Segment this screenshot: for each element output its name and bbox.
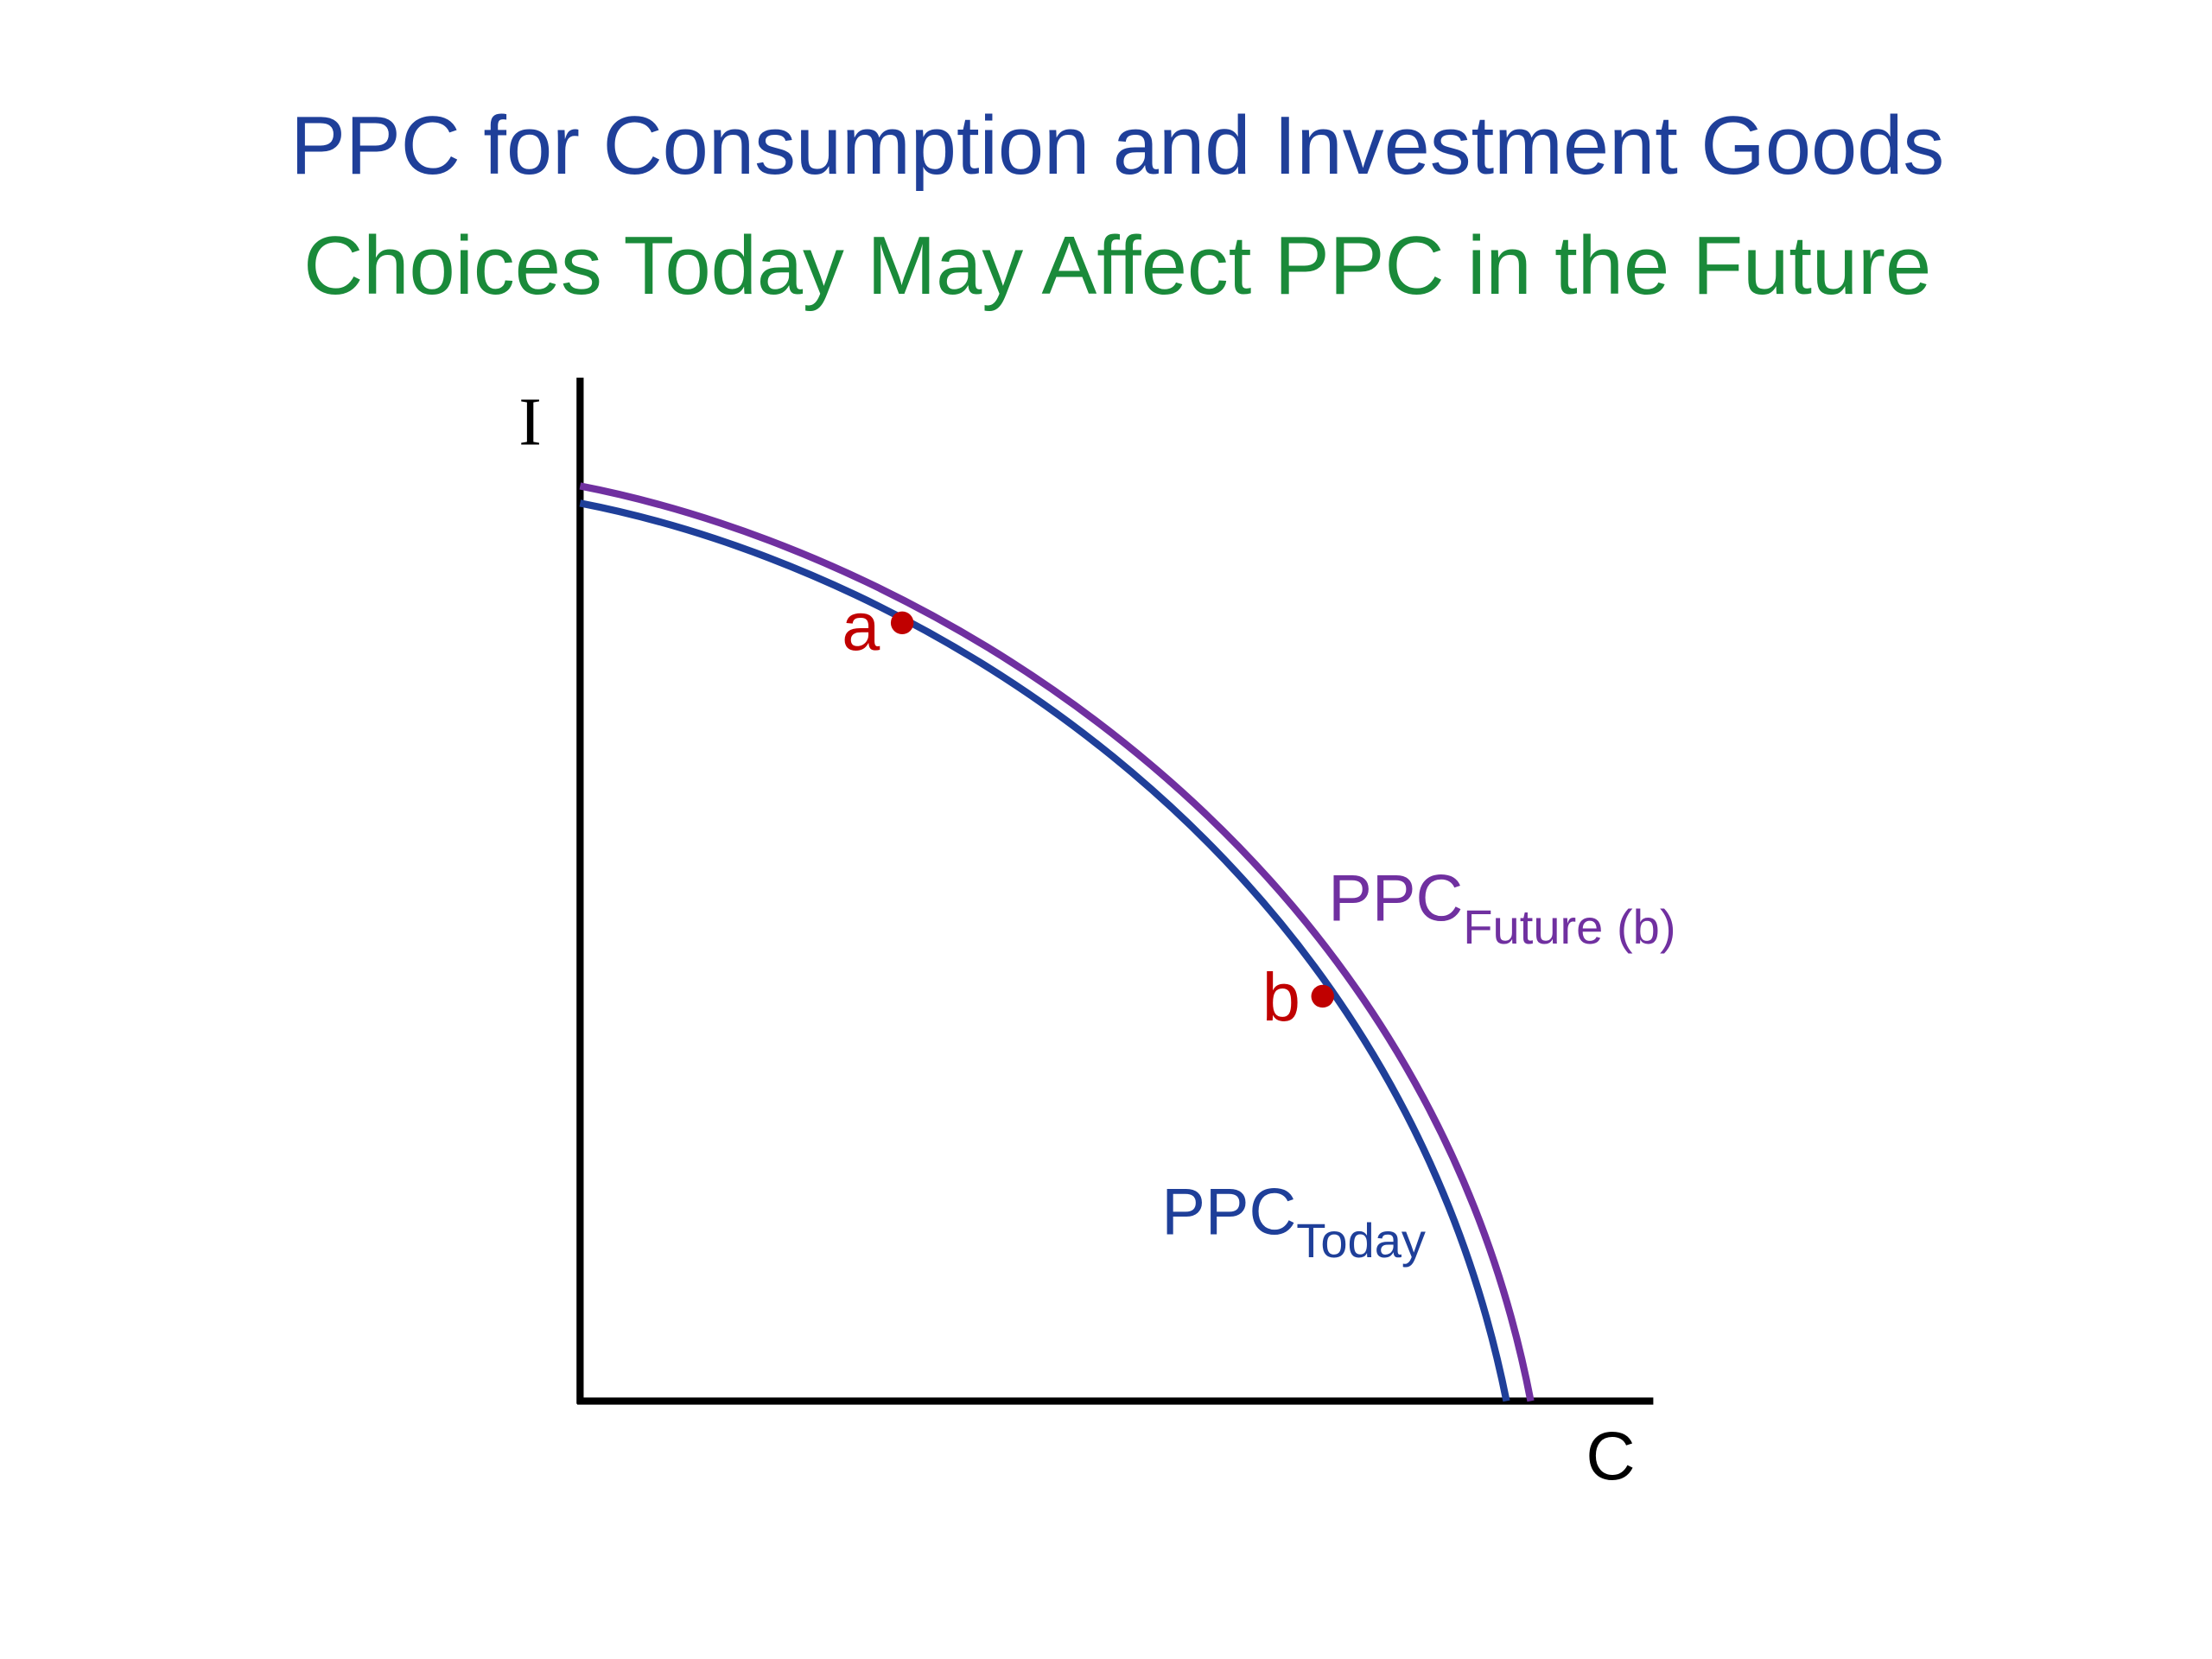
point <box>1311 984 1334 1008</box>
curve-name: PPC <box>1161 1175 1296 1249</box>
curve-label: PPCFuture (b) <box>1328 862 1675 954</box>
curve-subscript: Today <box>1296 1213 1426 1268</box>
curve-name: PPC <box>1328 862 1463 936</box>
ppc-future-curve <box>579 482 1535 1402</box>
ppc-today-curve <box>579 499 1510 1402</box>
curve-label: PPCToday <box>1161 1175 1426 1267</box>
subtitle: Choices Today May Affect PPC in the Futu… <box>303 219 1931 312</box>
curve-subscript: Future (b) <box>1463 899 1675 954</box>
point <box>890 611 914 635</box>
title: PPC for Consumption and Investment Goods <box>290 99 1944 192</box>
x-axis-label: C <box>1586 1417 1635 1494</box>
point-label: a <box>842 588 880 664</box>
y-axis-label: I <box>518 385 541 461</box>
point-label: b <box>1262 958 1300 1035</box>
